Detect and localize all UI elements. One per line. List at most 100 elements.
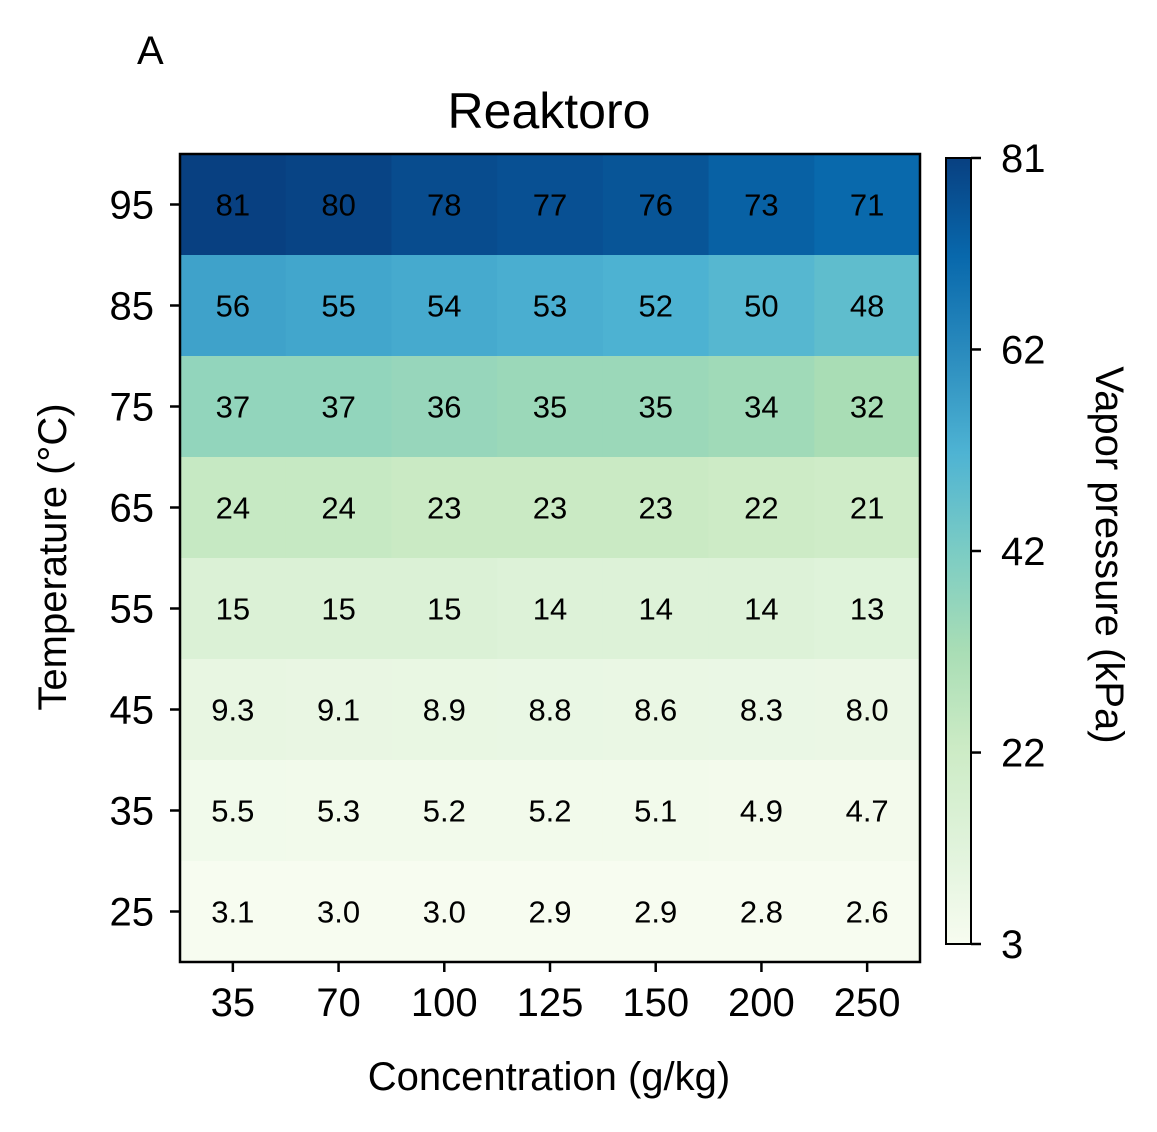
heatmap-cell bbox=[814, 558, 921, 660]
heatmap-cell bbox=[602, 659, 710, 761]
heatmap-cell bbox=[285, 356, 393, 458]
heatmap-cell bbox=[602, 760, 710, 862]
cell-value-label: 81 bbox=[216, 188, 250, 223]
colorbar-tick-label: 81 bbox=[1001, 137, 1046, 181]
heatmap-cell bbox=[285, 255, 393, 357]
x-tick-label: 150 bbox=[622, 981, 689, 1025]
cell-value-label: 8.8 bbox=[528, 693, 571, 728]
heatmap-cell bbox=[497, 255, 604, 357]
cell-value-label: 2.9 bbox=[528, 895, 571, 930]
cell-value-label: 5.3 bbox=[317, 794, 360, 829]
x-tick-label: 35 bbox=[211, 981, 256, 1025]
colorbar-tick-label: 22 bbox=[1001, 732, 1046, 776]
colorbar-ticks: 3 22 42 62 81 bbox=[971, 137, 1046, 967]
heatmap-cell bbox=[391, 659, 498, 761]
colorbar bbox=[945, 157, 972, 945]
cell-value-label: 8.6 bbox=[634, 693, 677, 728]
heatmap-cell bbox=[391, 457, 498, 559]
cell-value-label: 5.2 bbox=[423, 794, 466, 829]
chart-title: Reaktoro bbox=[448, 83, 651, 139]
heatmap-cell bbox=[708, 356, 815, 458]
heatmap-cell bbox=[708, 255, 815, 357]
cell-value-label: 71 bbox=[850, 188, 884, 223]
cell-value-label: 3.0 bbox=[423, 895, 466, 930]
y-axis-label: Temperature (°C) bbox=[31, 403, 75, 710]
heatmap-cell bbox=[814, 861, 921, 963]
heatmap-cell bbox=[602, 861, 710, 963]
heatmap-cell bbox=[180, 154, 287, 256]
heatmap-cell bbox=[180, 457, 287, 559]
cell-value-label: 22 bbox=[744, 491, 778, 526]
cell-value-label: 5.1 bbox=[634, 794, 677, 829]
cell-value-label: 15 bbox=[216, 592, 250, 627]
cell-value-label: 9.3 bbox=[211, 693, 254, 728]
cell-value-label: 37 bbox=[321, 390, 355, 425]
cell-value-label: 24 bbox=[321, 491, 355, 526]
cell-value-label: 36 bbox=[427, 390, 461, 425]
heatmap-cell bbox=[285, 558, 393, 660]
heatmap-cell bbox=[708, 760, 815, 862]
heatmap-cell bbox=[708, 457, 815, 559]
cell-value-label: 55 bbox=[321, 289, 355, 324]
cell-value-label: 8.9 bbox=[423, 693, 466, 728]
cell-value-label: 2.6 bbox=[846, 895, 889, 930]
y-tick-label: 55 bbox=[110, 588, 155, 632]
cell-value-label: 4.9 bbox=[740, 794, 783, 829]
heatmap-cell bbox=[814, 760, 921, 862]
cell-value-label: 78 bbox=[427, 188, 461, 223]
heatmap-cell bbox=[180, 558, 287, 660]
cell-value-label: 21 bbox=[850, 491, 884, 526]
y-tick-label: 75 bbox=[110, 386, 155, 430]
heatmap-cell bbox=[497, 154, 604, 256]
heatmap-cell bbox=[497, 457, 604, 559]
cell-value-label: 50 bbox=[744, 289, 778, 324]
cell-value-label: 23 bbox=[638, 491, 672, 526]
cell-value-label: 73 bbox=[744, 188, 778, 223]
colorbar-tick-label: 42 bbox=[1001, 530, 1046, 574]
heatmap-cell bbox=[285, 861, 393, 963]
cell-value-label: 4.7 bbox=[846, 794, 889, 829]
heatmap-cell bbox=[391, 255, 498, 357]
cell-value-label: 37 bbox=[216, 390, 250, 425]
heatmap-cell bbox=[497, 659, 604, 761]
cell-value-label: 9.1 bbox=[317, 693, 360, 728]
x-axis: 35 70 100 125 150 200 250 bbox=[211, 962, 901, 1025]
heatmap-cell bbox=[180, 760, 287, 862]
y-tick-label: 25 bbox=[110, 891, 155, 935]
heatmap-cell bbox=[285, 760, 393, 862]
cell-value-label: 5.5 bbox=[211, 794, 254, 829]
y-tick-label: 35 bbox=[110, 790, 155, 834]
y-tick-label: 45 bbox=[110, 689, 155, 733]
heatmap-cell bbox=[814, 457, 921, 559]
cell-value-label: 23 bbox=[427, 491, 461, 526]
cell-value-label: 14 bbox=[533, 592, 567, 627]
heatmap-cell bbox=[602, 255, 710, 357]
heatmap-cell bbox=[180, 255, 287, 357]
heatmap-cell bbox=[708, 659, 815, 761]
cell-value-label: 5.2 bbox=[528, 794, 571, 829]
heatmap-cell bbox=[180, 861, 287, 963]
heatmap-cell bbox=[285, 457, 393, 559]
x-tick-label: 125 bbox=[517, 981, 584, 1025]
x-tick-label: 70 bbox=[316, 981, 361, 1025]
colorbar-label: Vapor pressure (kPa) bbox=[1087, 366, 1131, 743]
y-axis: 95 85 75 65 55 45 35 25 bbox=[110, 184, 180, 935]
cell-value-label: 48 bbox=[850, 289, 884, 324]
cell-value-label: 23 bbox=[533, 491, 567, 526]
colorbar-tick-label: 3 bbox=[1001, 923, 1023, 967]
y-tick-label: 85 bbox=[110, 285, 155, 329]
heatmap-cell bbox=[391, 154, 498, 256]
cell-value-label: 34 bbox=[744, 390, 778, 425]
cell-value-label: 3.0 bbox=[317, 895, 360, 930]
heatmap-cells bbox=[180, 154, 921, 963]
cell-value-label: 56 bbox=[216, 289, 250, 324]
heatmap-cell bbox=[391, 356, 498, 458]
cell-value-label: 80 bbox=[321, 188, 355, 223]
heatmap-cell bbox=[602, 457, 710, 559]
cell-value-label: 35 bbox=[638, 390, 672, 425]
cell-value-label: 8.0 bbox=[846, 693, 889, 728]
cell-value-label: 32 bbox=[850, 390, 884, 425]
heatmap-cell bbox=[814, 154, 921, 256]
colorbar-tick-label: 62 bbox=[1001, 328, 1046, 372]
x-tick-label: 100 bbox=[411, 981, 478, 1025]
